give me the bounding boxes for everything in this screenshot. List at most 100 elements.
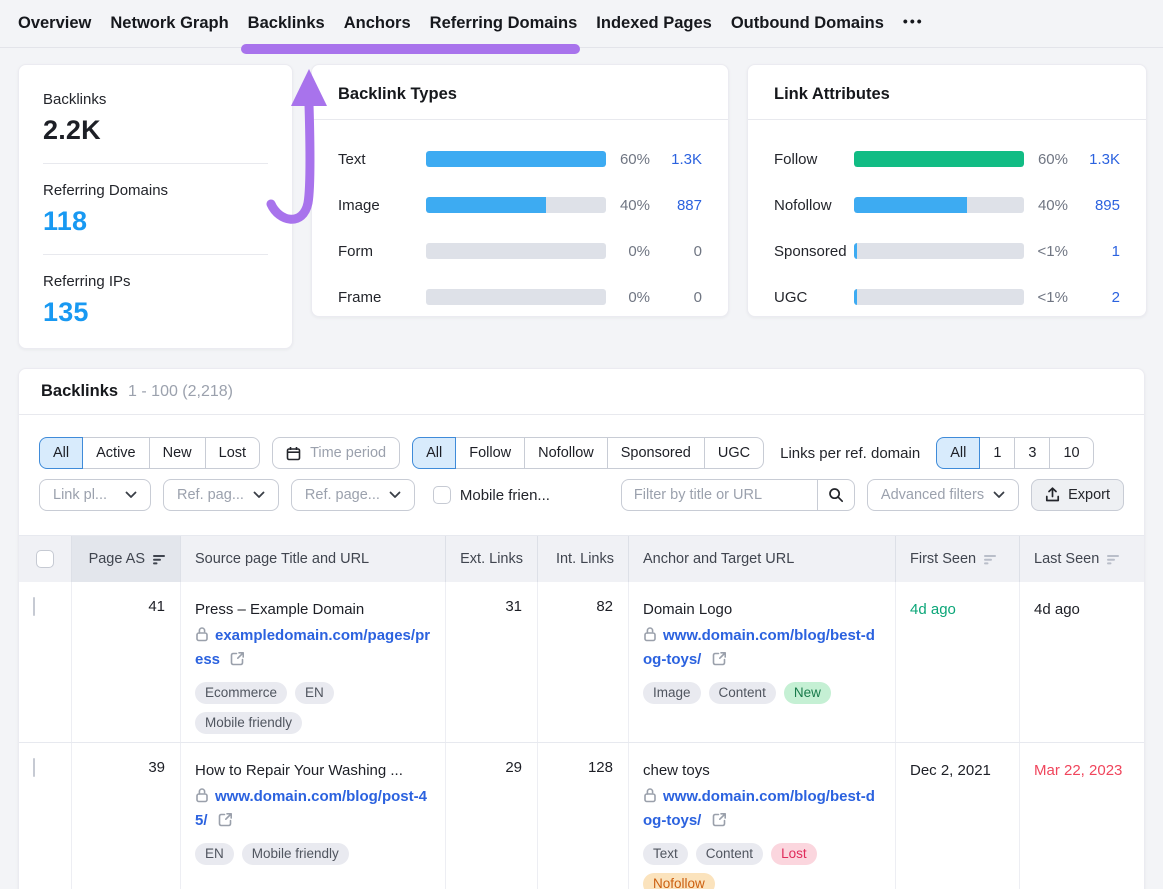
- status-filter-option-new[interactable]: New: [148, 437, 206, 469]
- attribute-filter-option-all[interactable]: All: [412, 437, 457, 469]
- column-header-page-as[interactable]: Page AS: [72, 536, 181, 582]
- bar-percent: 0%: [628, 242, 650, 260]
- column-header-ext-links[interactable]: Ext. Links: [446, 536, 538, 582]
- bar-row-sponsored: Sponsored <1% 1: [774, 228, 1120, 274]
- bar-label: Frame: [338, 288, 382, 306]
- url-link[interactable]: www.domain.com/blog/best-dog-toys/: [643, 788, 875, 829]
- tag-mobile-friendly: Mobile friendly: [195, 712, 303, 734]
- bar-row-follow: Follow 60% 1.3K: [774, 136, 1120, 182]
- nav-underline-group: Backlinks Anchors Referring Domains: [240, 14, 580, 54]
- bar-row-form: Form 0% 0: [338, 228, 702, 274]
- filters-panel: All Active New Lost Time period All Follow Nofo…: [19, 415, 1144, 535]
- attribute-filter-option-nofollow[interactable]: Nofollow: [524, 437, 608, 469]
- column-header-label: Int. Links: [555, 551, 614, 567]
- filter-dropdown-label: Ref. pag...: [177, 487, 244, 503]
- source-title: Press – Example Domain: [195, 601, 365, 618]
- column-header-last-seen[interactable]: Last Seen: [1020, 536, 1144, 582]
- cell-source: Press – Example Domain exampledomain.com/…: [181, 582, 446, 742]
- bar-row-image: Image 40% 887: [338, 182, 702, 228]
- filter-dropdown-0[interactable]: Link pl...: [39, 479, 151, 511]
- bar-percent: <1%: [1037, 242, 1068, 260]
- bar-count[interactable]: 1: [1111, 242, 1120, 260]
- search-group: [620, 479, 855, 511]
- source-tags: Ecommerce EN Mobile friendly: [195, 682, 431, 734]
- row-checkbox[interactable]: [33, 597, 35, 616]
- url-link[interactable]: exampledomain.com/pages/press: [195, 627, 431, 668]
- cell-select: [19, 743, 72, 889]
- column-header-anchor-and-target-url[interactable]: Anchor and Target URL: [629, 536, 896, 582]
- bar-count[interactable]: 1.3K: [1089, 150, 1120, 168]
- metric-value-1[interactable]: 118: [43, 206, 88, 236]
- links-per-domain-filter-option-10[interactable]: 10: [1049, 437, 1094, 469]
- source-tags: EN Mobile friendly: [195, 843, 431, 865]
- metric-value-0[interactable]: 2.2K: [43, 115, 101, 145]
- column-header-source-page-title-and-url[interactable]: Source page Title and URL: [181, 536, 446, 582]
- status-filter: All Active New Lost: [39, 437, 261, 469]
- advanced-filters-button[interactable]: Advanced filters: [866, 479, 1020, 511]
- filter-dropdown-1[interactable]: Ref. pag...: [163, 479, 279, 511]
- bar-fill: [426, 197, 546, 213]
- attribute-filter-option-ugc[interactable]: UGC: [703, 437, 765, 469]
- search-button[interactable]: [816, 479, 855, 511]
- advanced-filters-label: Advanced filters: [880, 487, 985, 503]
- nav-item-network-graph[interactable]: Network Graph: [110, 14, 229, 32]
- column-header-int-links[interactable]: Int. Links: [538, 536, 629, 582]
- column-header-label: Ext. Links: [460, 551, 523, 567]
- time-period-button[interactable]: Time period: [272, 437, 401, 469]
- bar-row-frame: Frame 0% 0: [338, 274, 702, 320]
- links-per-domain-filter-option-all[interactable]: All: [936, 437, 981, 469]
- status-filter-option-all[interactable]: All: [39, 437, 84, 469]
- cell-anchor: Domain Logo www.domain.com/blog/best-dog-…: [629, 582, 896, 742]
- nav-item-outbound-domains[interactable]: Outbound Domains: [730, 14, 884, 32]
- links-per-domain-filter: All 1 3 10: [936, 437, 1094, 469]
- nav-item-backlinks[interactable]: Backlinks: [247, 14, 325, 32]
- attribute-filter-option-sponsored[interactable]: Sponsored: [606, 437, 705, 469]
- mobile-friendly-filter[interactable]: Mobile frien...: [432, 486, 550, 504]
- status-filter-option-active[interactable]: Active: [82, 437, 150, 469]
- backlinks-table-card: Backlinks 1 - 100 (2,218) All Active New Lo…: [18, 368, 1145, 889]
- bar-fill: [854, 197, 968, 213]
- links-per-domain-filter-option-3[interactable]: 3: [1014, 437, 1051, 469]
- bar-percent: 40%: [1037, 196, 1068, 214]
- cell-select: [19, 582, 72, 742]
- more-icon[interactable]: •••: [902, 12, 924, 29]
- filter-dropdown-2[interactable]: Ref. page...: [290, 479, 415, 511]
- status-filter-option-lost[interactable]: Lost: [204, 437, 261, 469]
- table-result-range: 1 - 100 (2,218): [128, 382, 233, 400]
- bar-track: [854, 289, 1024, 305]
- link-attributes-card: Link Attributes Follow 60% 1.3K Nofollow 40%…: [747, 64, 1147, 317]
- cell-page-as: 41: [72, 582, 181, 742]
- links-per-domain-filter-option-1[interactable]: 1: [979, 437, 1016, 469]
- select-all-checkbox[interactable]: [36, 550, 54, 568]
- bar-count[interactable]: 887: [676, 196, 702, 214]
- nav-item-anchors[interactable]: Anchors: [343, 14, 411, 32]
- divider: [43, 254, 268, 255]
- row-checkbox[interactable]: [33, 758, 35, 777]
- bar-count[interactable]: 1.3K: [671, 150, 702, 168]
- attribute-filter-option-follow[interactable]: Follow: [455, 437, 526, 469]
- tag-nofollow: Nofollow: [643, 873, 715, 889]
- column-header-first-seen[interactable]: First Seen: [896, 536, 1020, 582]
- bar-count[interactable]: 895: [1094, 196, 1120, 214]
- chevron-down-icon: [253, 491, 265, 499]
- search-input[interactable]: [620, 479, 817, 511]
- bar-track: [854, 151, 1024, 167]
- tag-content: Content: [708, 682, 776, 704]
- bar-label: Nofollow: [774, 196, 832, 214]
- bar-track: [426, 151, 606, 167]
- nav-item-overview[interactable]: Overview: [18, 14, 92, 32]
- table-body: 41 Press – Example Domain exampledomain.co…: [19, 582, 1144, 889]
- url-link[interactable]: www.domain.com/blog/post-45/: [195, 788, 427, 829]
- cell-page-as: 39: [72, 743, 181, 889]
- mobile-friendly-checkbox[interactable]: [432, 486, 451, 504]
- export-button[interactable]: Export: [1031, 479, 1124, 511]
- bar-label: Form: [338, 242, 373, 260]
- metric-value-2[interactable]: 135: [43, 297, 89, 327]
- external-link-icon: [712, 651, 727, 666]
- nav-item-referring-domains[interactable]: Referring Domains: [429, 14, 578, 32]
- cell-int-links: 82: [538, 582, 629, 742]
- column-header-label: Anchor and Target URL: [643, 551, 795, 567]
- nav-item-indexed-pages[interactable]: Indexed Pages: [596, 14, 712, 32]
- bar-count[interactable]: 2: [1111, 288, 1120, 306]
- url-link[interactable]: www.domain.com/blog/best-dog-toys/: [643, 627, 875, 668]
